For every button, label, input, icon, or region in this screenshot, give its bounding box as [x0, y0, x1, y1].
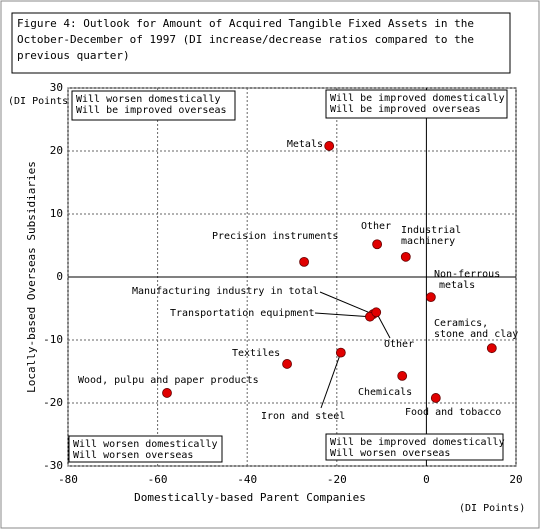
- point: [162, 388, 172, 398]
- x-tick-label: -40: [237, 473, 257, 486]
- point-label: Ceramics,: [434, 318, 488, 329]
- point-label: Food and tobacco: [405, 407, 501, 418]
- x-tick-label: -20: [327, 473, 347, 486]
- x-unit: (DI Points): [459, 503, 525, 514]
- leader-line: [319, 291, 374, 315]
- quadrant-box: [325, 89, 508, 119]
- leader-line: [314, 312, 370, 318]
- y-tick-label: 20: [50, 144, 63, 157]
- y-tick-label: -20: [43, 396, 63, 409]
- point-label: Manufacturing industry in total: [132, 286, 319, 297]
- y-tick-label: 30: [50, 81, 63, 94]
- y-tick-label: 10: [50, 207, 63, 220]
- point-label: Wood, pulpu and paper products: [78, 375, 259, 386]
- chart-title: October-December of 1997 (DI increase/de…: [17, 33, 474, 46]
- quadrant-label: Will worsen overseas: [73, 450, 193, 461]
- point-label: Non-ferrous: [434, 269, 500, 280]
- y-unit: (DI Points): [8, 96, 74, 107]
- x-tick-label: -80: [58, 473, 78, 486]
- x-tick-label: 0: [423, 473, 430, 486]
- point: [372, 239, 383, 250]
- point: [486, 343, 497, 354]
- chart-title: Figure 4: Outlook for Amount of Acquired…: [17, 17, 474, 30]
- point-label: stone and clay: [434, 329, 518, 340]
- chart-title: previous quarter): [17, 49, 130, 62]
- y-tick-label: 0: [56, 270, 63, 283]
- point: [371, 307, 382, 318]
- point-label: Industrial: [401, 225, 461, 236]
- point: [335, 347, 346, 358]
- quadrant-label: Will be improved overseas: [330, 104, 481, 115]
- y-tick-label: -30: [43, 459, 63, 472]
- x-tick-label: 20: [509, 473, 522, 486]
- point-label: Other: [361, 221, 391, 232]
- point-label: Iron and steel: [261, 411, 345, 422]
- point-label: Transportation equipment: [170, 308, 315, 319]
- point-label: Metals: [287, 139, 323, 150]
- quadrant-label: Will worsen domestically: [76, 94, 221, 105]
- point-label: Textiles: [232, 348, 280, 359]
- point: [400, 251, 411, 262]
- quadrant-label: Will worsen overseas: [330, 448, 450, 459]
- point-label: Precision instruments: [212, 231, 338, 242]
- title-box: [11, 12, 511, 74]
- point-label: Other: [384, 339, 414, 350]
- point: [430, 393, 441, 403]
- point-label: machinery: [401, 236, 455, 247]
- quadrant-label: Will be improved domestically: [330, 93, 505, 104]
- quadrant-label: Will worsen domestically: [73, 439, 218, 450]
- x-axis-label: Domestically-based Parent Companies: [134, 491, 366, 504]
- leader-line: [320, 352, 342, 409]
- quadrant-box: [71, 90, 236, 121]
- y-axis-label: Locally-based Overseas Subsidiaries: [25, 161, 38, 393]
- point: [282, 359, 292, 369]
- x-tick-label: -60: [148, 473, 168, 486]
- quadrant-box: [325, 433, 504, 461]
- quadrant-label: Will be improved overseas: [76, 105, 227, 116]
- y-tick-label: -10: [43, 333, 63, 346]
- point: [397, 371, 408, 381]
- point: [299, 256, 309, 267]
- point-label: Chemicals: [358, 387, 412, 398]
- quadrant-label: Will be improved domestically: [330, 437, 505, 448]
- quadrant-box: [68, 435, 223, 463]
- point: [324, 141, 335, 151]
- point-label: metals: [439, 280, 475, 291]
- point: [425, 292, 436, 303]
